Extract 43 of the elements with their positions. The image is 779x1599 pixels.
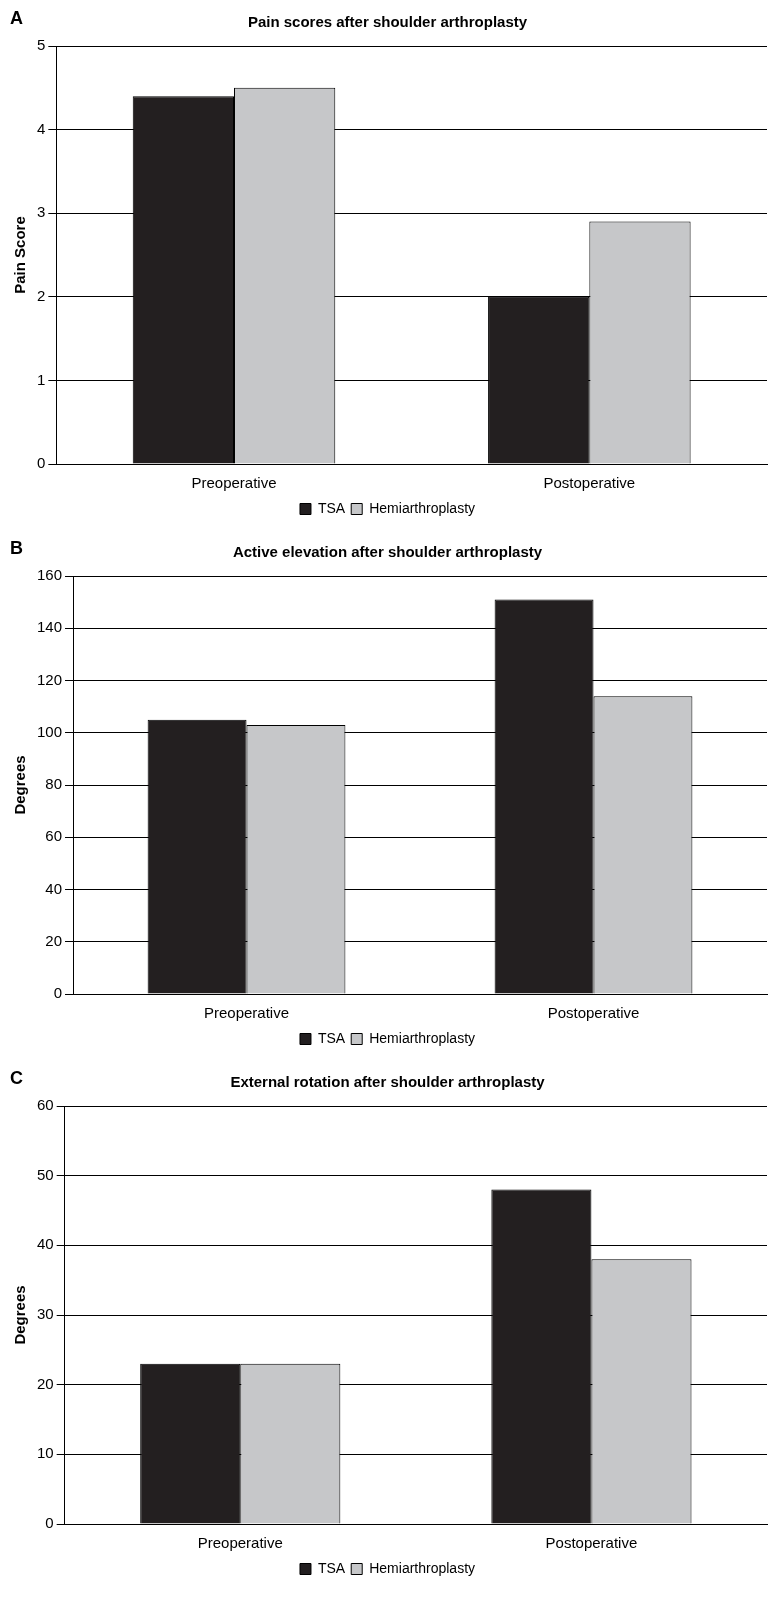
- x-tick-label: Preoperative: [191, 474, 277, 492]
- x-tick-label: Postoperative: [547, 1004, 640, 1022]
- y-axis-title: Degrees: [11, 755, 29, 815]
- y-tick-label: 120: [37, 670, 63, 688]
- y-tick-label: 20: [37, 1374, 54, 1392]
- chart-title: Pain scores after shoulder arthroplasty: [247, 13, 528, 31]
- y-tick-label: 3: [37, 203, 46, 221]
- x-tick-label: Postoperative: [543, 474, 636, 492]
- y-axis-title: Pain Score: [11, 216, 29, 294]
- text: C: [10, 1067, 23, 1088]
- chart-title: External rotation after shoulder arthroplasty: [230, 1073, 546, 1091]
- y-tick-label: 20: [45, 931, 63, 949]
- y-tick-label: 0: [53, 984, 63, 1002]
- y-tick-label: 160: [37, 566, 63, 584]
- y-tick-label: 1: [37, 370, 46, 388]
- x-tick-label: Preoperative: [203, 1004, 290, 1022]
- legend-label: TSA: [317, 499, 346, 516]
- y-tick-label: 2: [37, 286, 46, 304]
- y-tick-label: 140: [37, 618, 63, 636]
- y-tick-label: 0: [45, 1514, 54, 1532]
- y-tick-label: 0: [37, 454, 46, 472]
- y-tick-label: 50: [37, 1165, 54, 1183]
- y-tick-label: 100: [37, 722, 63, 740]
- y-tick-label: 10: [37, 1444, 54, 1462]
- y-tick-label: 30: [37, 1305, 54, 1323]
- y-tick-label: 80: [45, 775, 63, 793]
- y-tick-label: 40: [45, 879, 63, 897]
- text: A: [10, 7, 23, 28]
- chart-title: Active elevation after shoulder arthroplasty: [232, 543, 543, 561]
- y-tick-label: 60: [37, 1096, 54, 1114]
- legend-label: Hemiarthroplasty: [369, 1559, 476, 1576]
- legend-label: Hemiarthroplasty: [369, 499, 476, 516]
- y-tick-label: 40: [37, 1235, 54, 1253]
- y-tick-label: 60: [45, 827, 63, 845]
- legend-label: TSA: [317, 1559, 346, 1576]
- x-tick-label: Postoperative: [545, 1534, 638, 1552]
- y-tick-label: 5: [37, 36, 46, 54]
- text: B: [10, 537, 23, 558]
- legend-label: TSA: [317, 1029, 346, 1046]
- y-tick-label: 4: [37, 119, 46, 137]
- x-tick-label: Preoperative: [197, 1534, 283, 1552]
- legend-label: Hemiarthroplasty: [369, 1029, 476, 1046]
- y-axis-title: Degrees: [11, 1285, 29, 1345]
